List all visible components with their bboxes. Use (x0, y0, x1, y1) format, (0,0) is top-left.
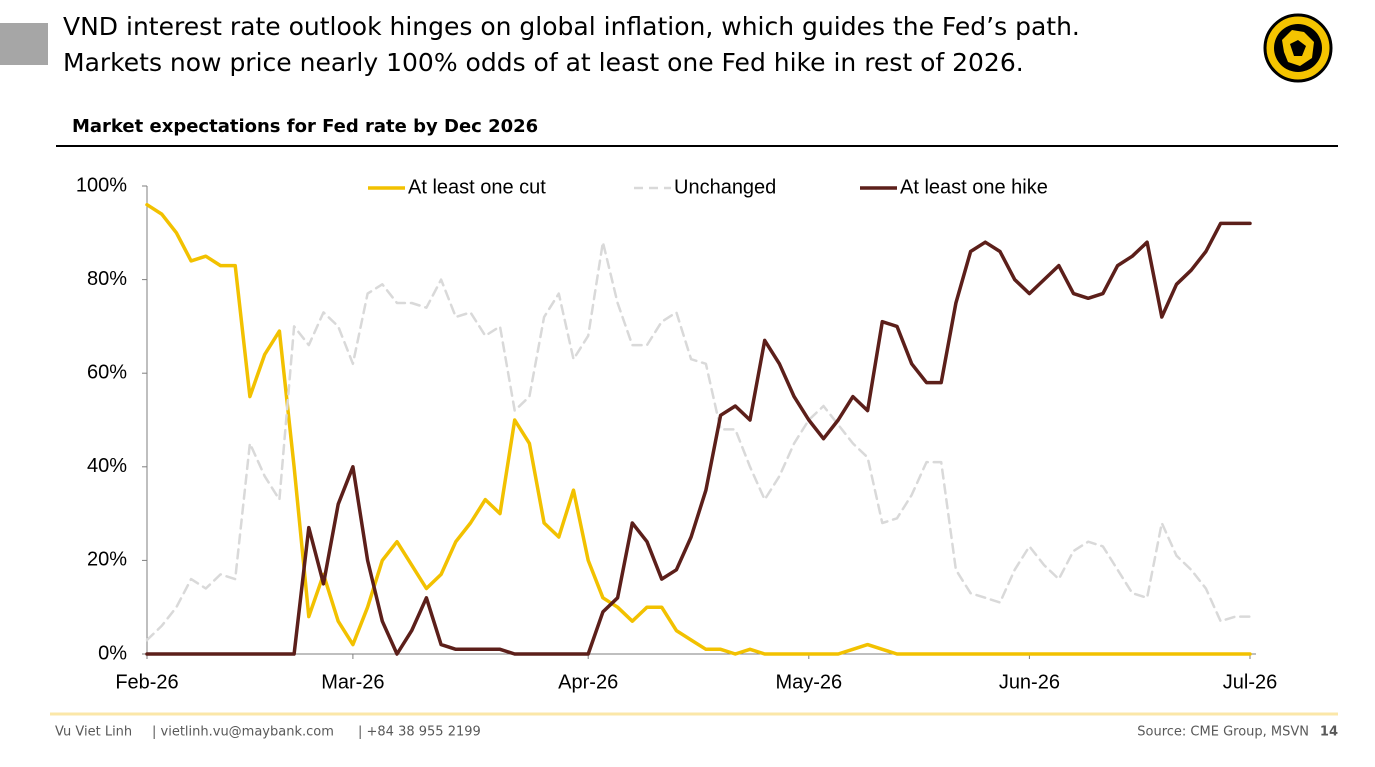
x-tick-label: Jun-26 (999, 671, 1060, 693)
y-tick-label: 0% (98, 642, 127, 664)
y-tick-label: 40% (87, 455, 127, 477)
x-tick-label: May-26 (775, 671, 842, 693)
footer-phone: | +84 38 955 2199 (358, 725, 481, 740)
x-tick-label: Apr-26 (558, 671, 618, 693)
logo (1263, 13, 1333, 83)
footer-email: | vietlinh.vu@maybank.com (152, 725, 334, 740)
x-tick-label: Jul-26 (1223, 671, 1277, 693)
series-line (145, 240, 1252, 642)
x-tick-label: Mar-26 (321, 671, 384, 693)
y-tick-label: 100% (76, 174, 127, 196)
y-tick-label: 80% (87, 268, 127, 290)
footer-source: Source: CME Group, MSVN (1137, 725, 1309, 740)
series-line (145, 202, 1252, 656)
chart-title: Market expectations for Fed rate by Dec … (72, 116, 538, 137)
title-line: VND interest rate outlook hinges on glob… (63, 12, 1080, 41)
y-tick-label: 60% (87, 361, 127, 383)
page-number: 14 (1320, 725, 1338, 740)
y-tick-label: 20% (87, 549, 127, 571)
plot: 0% 20% 40% 60% 80% 100% Feb-26 Mar-26 Apr-26 May-… (76, 174, 1277, 693)
legend-label: At least one cut (408, 176, 546, 198)
footer-author: Vu Viet Linh (55, 725, 132, 740)
x-tick-label: Feb-26 (115, 671, 178, 693)
title-line: Markets now price nearly 100% odds of at… (63, 48, 1024, 77)
header-marker (0, 23, 48, 65)
legend-label: At least one hike (900, 176, 1048, 198)
series-line (145, 221, 1252, 656)
legend-label: Unchanged (674, 176, 776, 198)
